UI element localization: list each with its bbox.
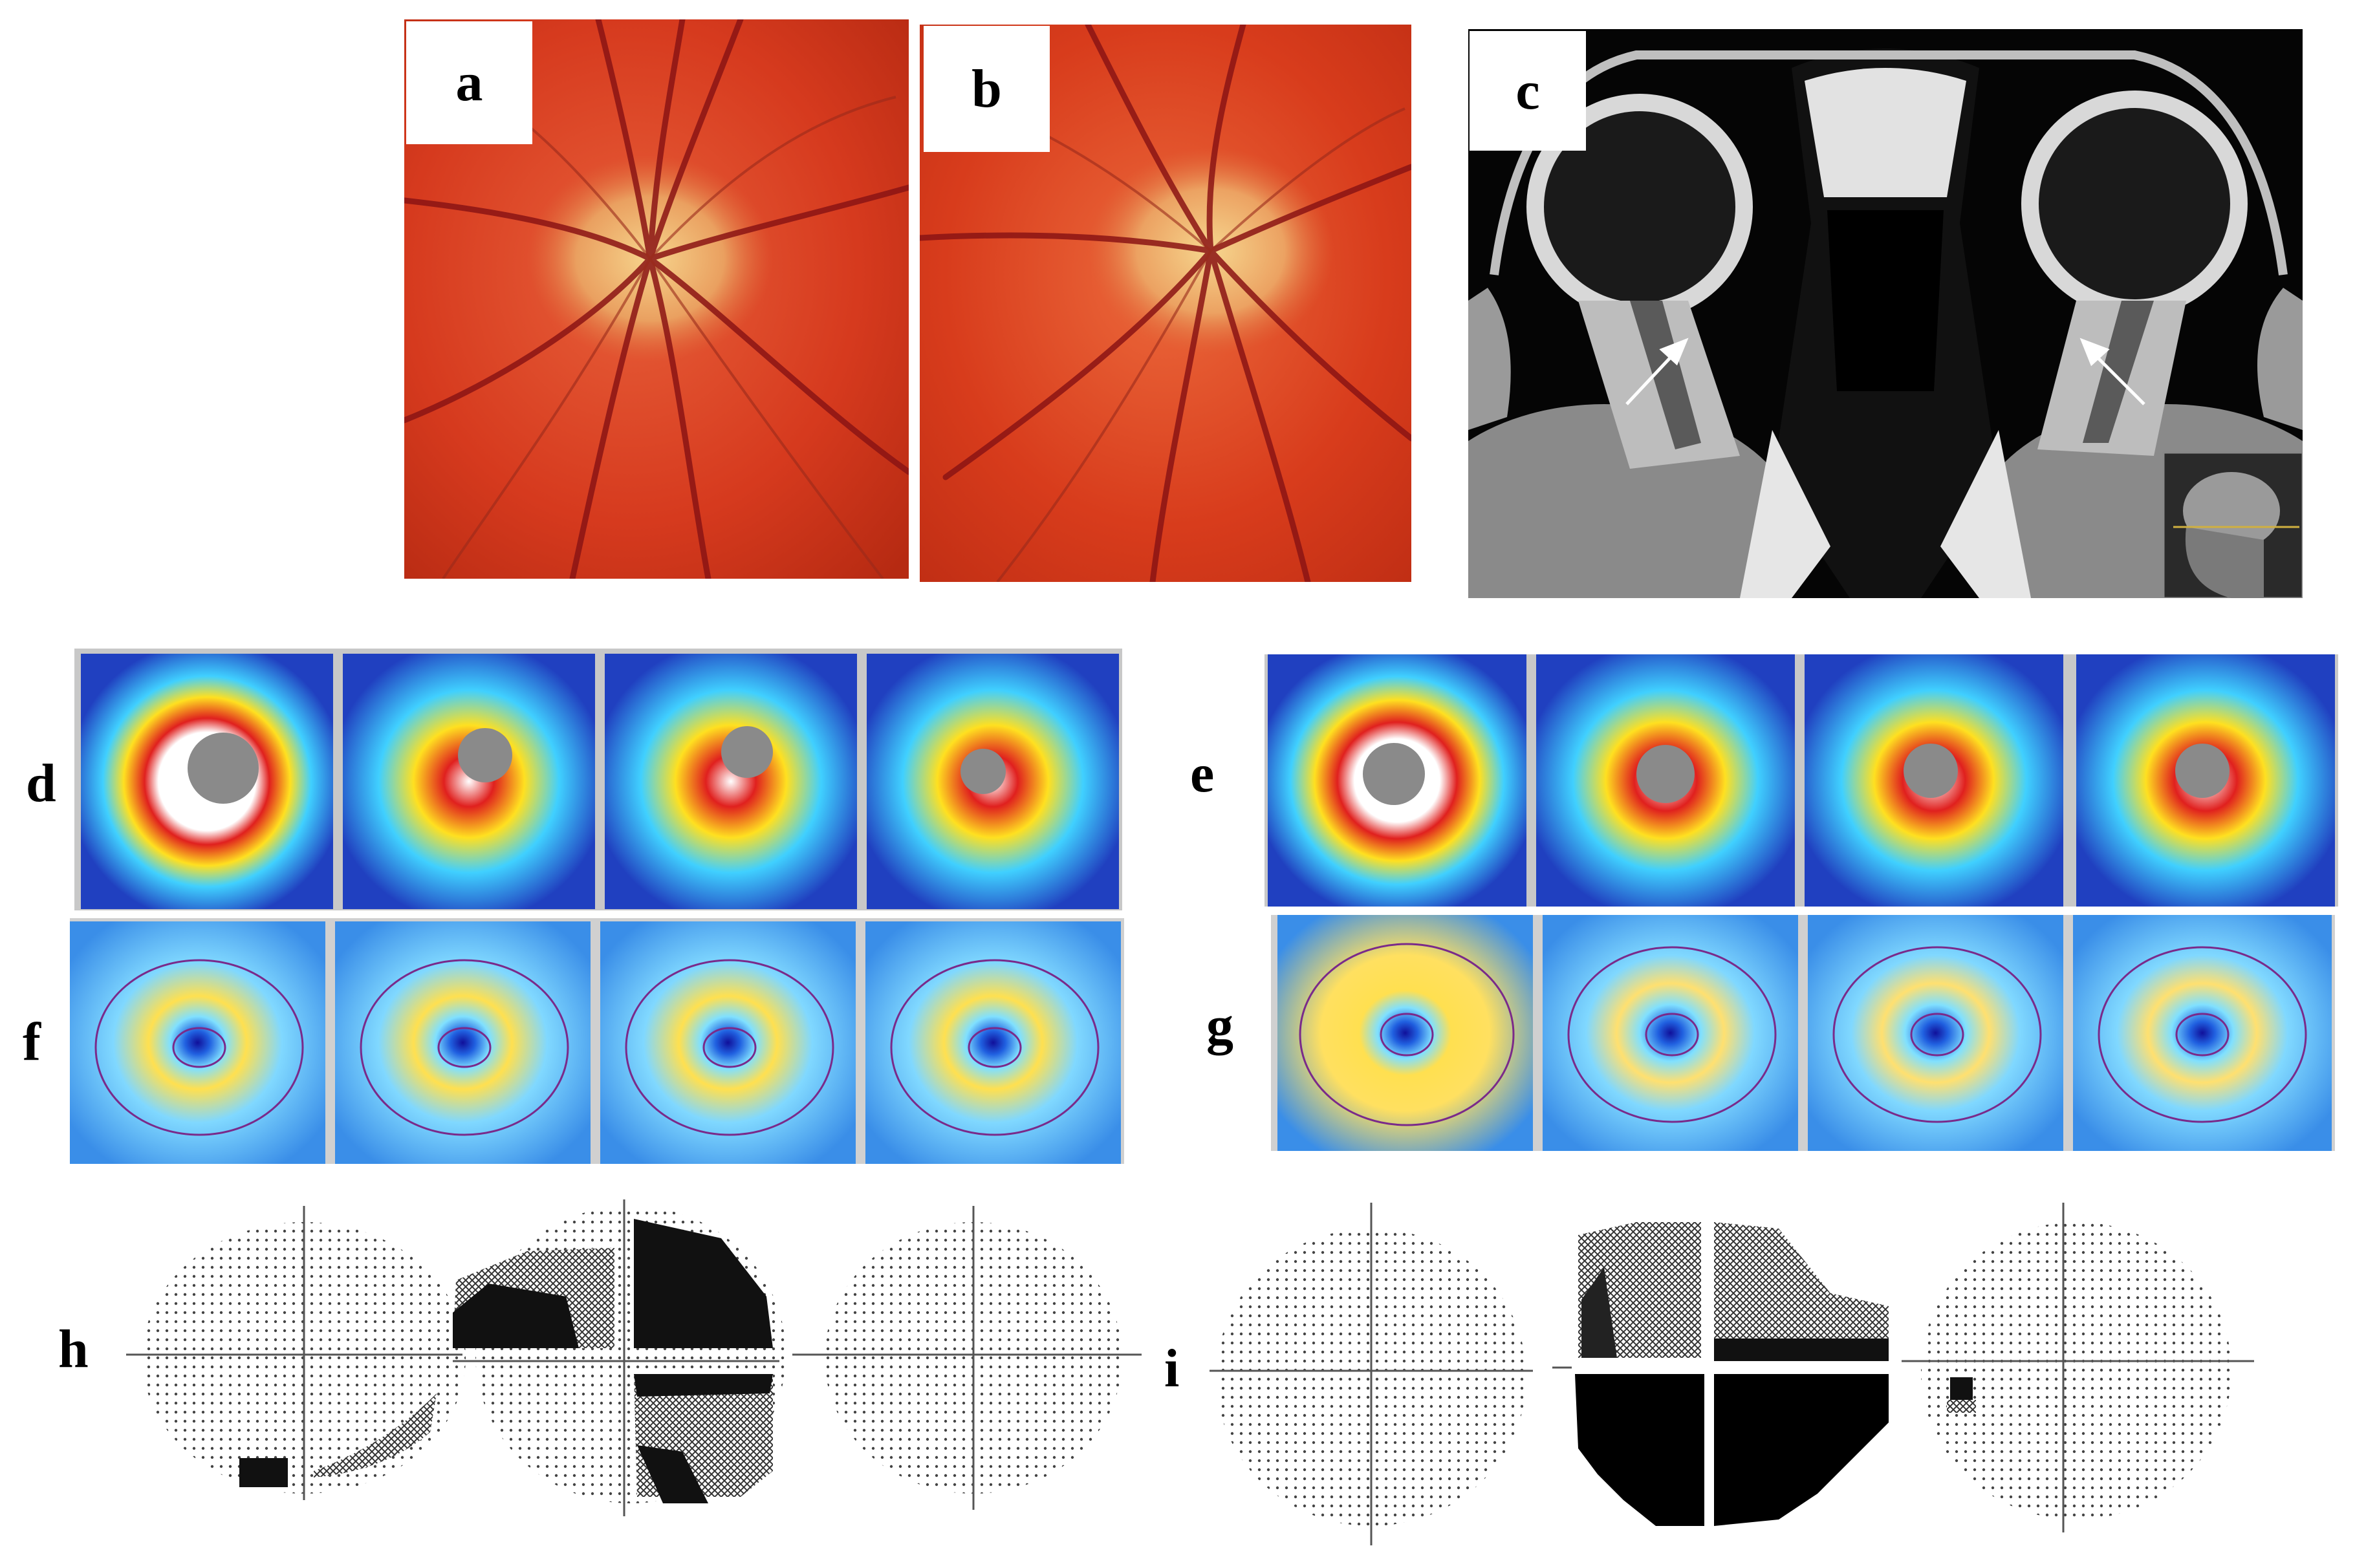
heatmap-f-3	[600, 921, 856, 1164]
heatmap-d-1	[81, 654, 333, 909]
heatmap-f-2	[335, 921, 591, 1164]
heatmap-f-4	[865, 921, 1121, 1164]
heatmap-g-4	[2073, 915, 2332, 1151]
label-g: g	[1206, 996, 1233, 1056]
label-h: h	[58, 1319, 89, 1379]
arrow-left-optic-nerve	[2079, 338, 2145, 405]
heatmap-row-d	[74, 649, 1122, 910]
label-c: c	[1470, 31, 1586, 151]
heatmap-g-2	[1543, 915, 1798, 1151]
visual-field-i-3	[1902, 1203, 2254, 1532]
heatmap-d-4	[867, 654, 1119, 909]
mri-axial-c	[1468, 29, 2303, 598]
heatmap-e-2	[1536, 654, 1795, 907]
visual-field-h-1	[126, 1206, 466, 1500]
label-i: i	[1164, 1338, 1180, 1399]
heatmap-e-3	[1805, 654, 2063, 907]
visual-field-i-1	[1210, 1203, 1533, 1545]
visual-field-h-3	[792, 1206, 1142, 1510]
heatmap-f-1	[70, 921, 325, 1164]
label-b: b	[924, 26, 1050, 152]
heatmap-e-4	[2076, 654, 2335, 907]
heatmap-row-f	[70, 918, 1124, 1164]
heatmap-d-3	[605, 654, 857, 909]
label-f: f	[23, 1012, 41, 1072]
heatmap-row-g	[1271, 915, 2335, 1151]
visual-field-i	[1210, 1203, 2257, 1552]
arrow-right-optic-nerve	[1625, 338, 1689, 405]
label-d: d	[26, 753, 56, 813]
heatmap-e-1	[1268, 654, 1526, 907]
visual-field-h	[126, 1199, 1148, 1523]
heatmap-g-1	[1277, 915, 1533, 1151]
label-a: a	[406, 21, 532, 144]
visual-field-h-2	[453, 1199, 786, 1516]
heatmap-g-3	[1808, 915, 2063, 1151]
visual-field-i-2	[1552, 1203, 1895, 1532]
fundus-photo-a	[404, 19, 909, 579]
label-e: e	[1190, 744, 1215, 804]
heatmap-d-2	[343, 654, 595, 909]
inset-sagittal-mri	[2162, 451, 2303, 598]
heatmap-row-e	[1264, 654, 2338, 907]
